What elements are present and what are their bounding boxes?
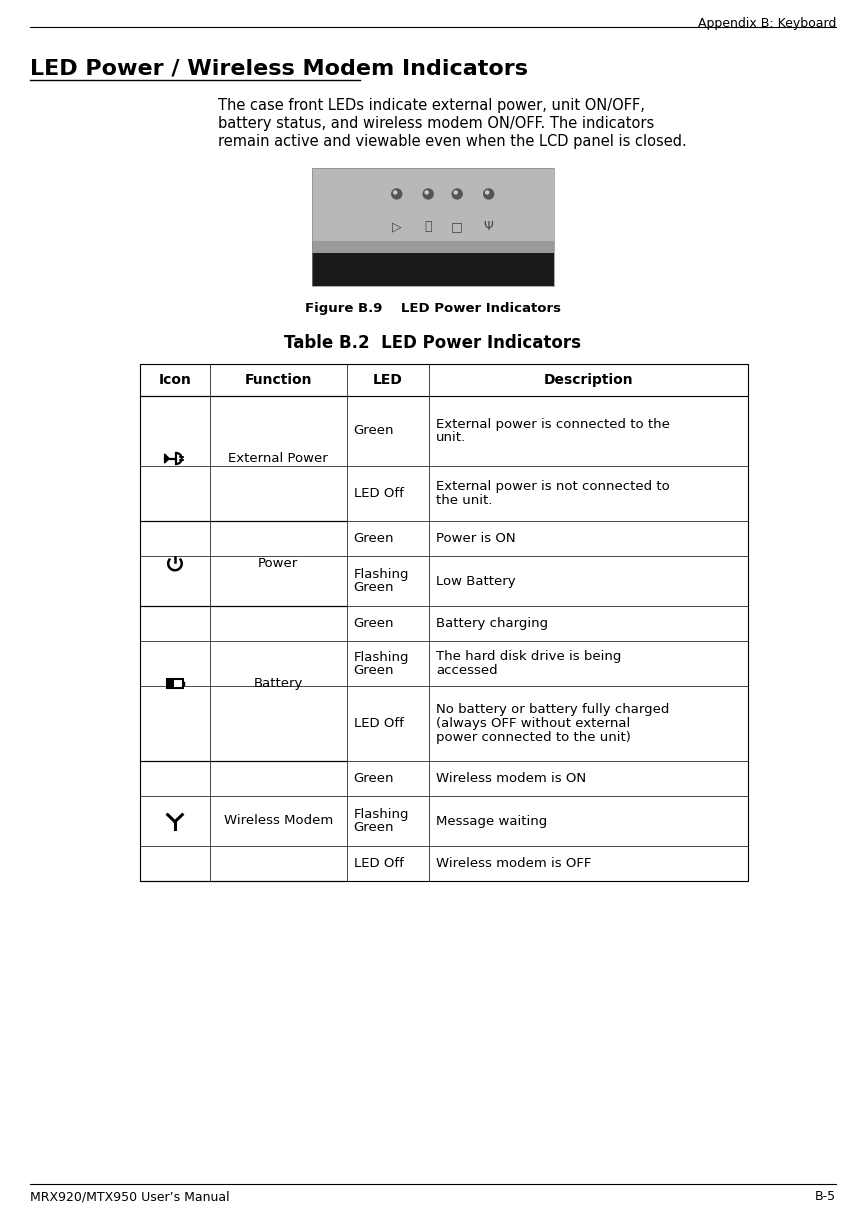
Circle shape bbox=[394, 191, 397, 194]
Text: Wireless Modem: Wireless Modem bbox=[223, 815, 333, 828]
Text: remain active and viewable even when the LCD panel is closed.: remain active and viewable even when the… bbox=[218, 134, 687, 149]
Text: Battery: Battery bbox=[254, 677, 303, 690]
Text: ⏻: ⏻ bbox=[424, 221, 432, 233]
Text: Green: Green bbox=[353, 582, 394, 594]
Text: The hard disk drive is being: The hard disk drive is being bbox=[436, 651, 621, 663]
Text: Low Battery: Low Battery bbox=[436, 574, 515, 588]
Text: Message waiting: Message waiting bbox=[436, 815, 547, 828]
Text: Icon: Icon bbox=[158, 373, 191, 387]
Circle shape bbox=[486, 191, 488, 194]
Bar bbox=[312, 168, 554, 253]
Text: LED Off: LED Off bbox=[353, 487, 404, 500]
Bar bbox=[312, 253, 554, 287]
Text: Green: Green bbox=[353, 617, 394, 630]
Text: (always OFF without external: (always OFF without external bbox=[436, 717, 630, 730]
Text: Green: Green bbox=[353, 772, 394, 785]
Text: Table B.2  LED Power Indicators: Table B.2 LED Power Indicators bbox=[285, 334, 581, 352]
Text: power connected to the unit): power connected to the unit) bbox=[436, 731, 630, 743]
Text: Appendix B: Keyboard: Appendix B: Keyboard bbox=[698, 17, 836, 30]
Text: B-5: B-5 bbox=[815, 1190, 836, 1203]
Bar bbox=[312, 168, 554, 287]
Circle shape bbox=[452, 189, 462, 199]
Text: No battery or battery fully charged: No battery or battery fully charged bbox=[436, 703, 669, 716]
Bar bbox=[167, 680, 183, 687]
Text: Flashing: Flashing bbox=[353, 568, 410, 582]
Text: battery status, and wireless modem ON/OFF. The indicators: battery status, and wireless modem ON/OF… bbox=[218, 117, 654, 131]
Text: External Power: External Power bbox=[229, 452, 328, 465]
Circle shape bbox=[425, 191, 428, 194]
Text: The case front LEDs indicate external power, unit ON/OFF,: The case front LEDs indicate external po… bbox=[218, 98, 645, 113]
Text: Wireless modem is OFF: Wireless modem is OFF bbox=[436, 857, 591, 870]
Text: ▷: ▷ bbox=[392, 221, 402, 233]
Circle shape bbox=[391, 189, 402, 199]
Text: Function: Function bbox=[244, 373, 312, 387]
Text: Green: Green bbox=[353, 532, 394, 545]
Text: Figure B.9    LED Power Indicators: Figure B.9 LED Power Indicators bbox=[305, 302, 561, 314]
Text: LED Off: LED Off bbox=[353, 857, 404, 870]
Text: Description: Description bbox=[544, 373, 633, 387]
Text: unit.: unit. bbox=[436, 431, 466, 444]
Text: Flashing: Flashing bbox=[353, 809, 410, 821]
Circle shape bbox=[483, 189, 494, 199]
Text: accessed: accessed bbox=[436, 664, 497, 676]
Bar bbox=[183, 681, 184, 686]
Text: MRX920/MTX950 User’s Manual: MRX920/MTX950 User’s Manual bbox=[30, 1190, 229, 1203]
Text: Ψ: Ψ bbox=[484, 221, 494, 233]
Text: LED Off: LED Off bbox=[353, 717, 404, 730]
Text: Green: Green bbox=[353, 821, 394, 834]
Text: Green: Green bbox=[353, 425, 394, 437]
Bar bbox=[312, 242, 554, 253]
Text: Power: Power bbox=[258, 557, 299, 571]
Text: External power is not connected to: External power is not connected to bbox=[436, 481, 669, 493]
Text: Power is ON: Power is ON bbox=[436, 532, 515, 545]
Text: LED: LED bbox=[373, 373, 403, 387]
Bar bbox=[168, 680, 174, 687]
Circle shape bbox=[454, 191, 457, 194]
Text: Wireless modem is ON: Wireless modem is ON bbox=[436, 772, 586, 785]
Text: the unit.: the unit. bbox=[436, 494, 492, 506]
Text: Green: Green bbox=[353, 664, 394, 676]
Bar bbox=[312, 168, 554, 287]
Text: Flashing: Flashing bbox=[353, 651, 410, 664]
Text: □: □ bbox=[451, 221, 463, 233]
Polygon shape bbox=[165, 454, 169, 463]
Text: External power is connected to the: External power is connected to the bbox=[436, 418, 669, 431]
Text: LED Power / Wireless Modem Indicators: LED Power / Wireless Modem Indicators bbox=[30, 58, 528, 78]
Circle shape bbox=[423, 189, 433, 199]
Bar bbox=[140, 364, 748, 881]
Text: Battery charging: Battery charging bbox=[436, 617, 548, 630]
